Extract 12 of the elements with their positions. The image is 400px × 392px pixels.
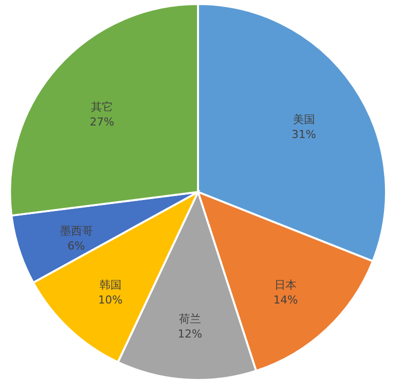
data-label: 10% xyxy=(98,293,123,306)
slice-label: 荷兰 xyxy=(178,312,201,326)
slice-label: 美国 xyxy=(292,113,315,126)
data-label: 14% xyxy=(273,293,298,306)
data-label: 12% xyxy=(178,328,202,341)
slice-label: 其它 xyxy=(90,100,113,114)
data-label: 6% xyxy=(68,240,85,253)
slice-label: 韩国 xyxy=(99,278,122,292)
data-label: 31% xyxy=(292,128,316,142)
slice-label: 日本 xyxy=(274,278,297,292)
slice-label: 墨西哥 xyxy=(60,224,93,238)
data-label: 27% xyxy=(90,115,114,128)
